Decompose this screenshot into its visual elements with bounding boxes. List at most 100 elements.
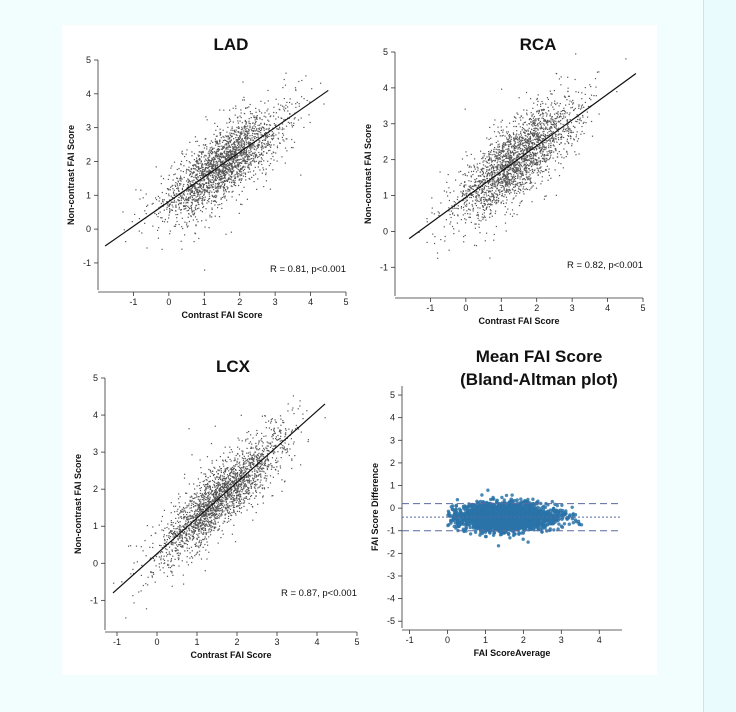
data-point xyxy=(231,136,233,138)
data-point xyxy=(536,139,539,141)
data-point xyxy=(258,145,260,147)
data-point xyxy=(568,132,570,134)
data-point xyxy=(206,161,209,163)
data-point xyxy=(198,194,200,196)
data-point xyxy=(527,149,529,151)
data-point xyxy=(505,144,507,146)
data-point xyxy=(507,176,509,178)
data-point xyxy=(207,178,209,180)
data-point xyxy=(480,199,482,201)
data-point xyxy=(552,119,554,121)
data-point xyxy=(140,189,142,191)
data-point xyxy=(207,175,209,177)
data-point xyxy=(281,156,283,158)
data-point xyxy=(181,546,183,548)
data-point xyxy=(181,150,183,152)
data-point xyxy=(549,121,551,123)
data-point xyxy=(229,171,231,173)
data-point xyxy=(230,140,232,142)
data-point xyxy=(542,113,545,115)
data-point xyxy=(616,91,618,93)
data-point xyxy=(181,545,183,547)
data-point xyxy=(558,133,560,135)
data-point xyxy=(520,140,522,142)
data-point xyxy=(512,160,514,162)
data-point xyxy=(490,157,492,159)
data-point xyxy=(537,174,539,176)
data-point xyxy=(502,173,504,175)
data-point xyxy=(238,212,240,214)
data-point xyxy=(532,148,534,151)
data-point xyxy=(487,203,489,205)
data-point xyxy=(521,139,523,141)
data-point xyxy=(541,176,543,178)
data-point xyxy=(476,214,478,216)
data-point xyxy=(465,184,467,186)
data-point xyxy=(201,163,203,165)
data-point xyxy=(483,168,485,170)
data-point xyxy=(199,184,201,186)
x-tick-label: 3 xyxy=(570,303,575,313)
data-point xyxy=(542,142,544,144)
data-point xyxy=(217,162,219,164)
data-point xyxy=(528,145,530,148)
data-point xyxy=(295,103,297,105)
data-point xyxy=(488,198,490,200)
data-point xyxy=(496,169,498,171)
data-point xyxy=(551,150,553,152)
data-point xyxy=(500,162,502,164)
data-point xyxy=(272,127,274,129)
data-point xyxy=(257,443,260,445)
data-point xyxy=(497,158,499,160)
data-point xyxy=(235,107,237,110)
data-point xyxy=(536,164,538,166)
data-point xyxy=(208,156,210,158)
data-point xyxy=(260,157,262,159)
data-point xyxy=(190,195,192,197)
data-point xyxy=(194,187,196,190)
data-point xyxy=(480,181,482,183)
data-point xyxy=(263,142,265,145)
data-point xyxy=(257,475,259,477)
data-point xyxy=(506,131,508,133)
data-point xyxy=(179,179,181,181)
data-point xyxy=(206,182,208,184)
data-point xyxy=(270,146,272,148)
data-point xyxy=(541,142,543,144)
data-point xyxy=(240,143,242,145)
data-point xyxy=(489,175,491,177)
data-point xyxy=(475,196,477,198)
data-point xyxy=(237,164,239,166)
data-point xyxy=(516,169,518,171)
data-point xyxy=(276,160,278,162)
data-point xyxy=(279,142,281,144)
data-point xyxy=(517,162,519,164)
data-point xyxy=(532,170,534,172)
data-point xyxy=(268,128,270,130)
data-point xyxy=(520,131,522,133)
data-point xyxy=(210,179,212,181)
data-point xyxy=(570,122,573,124)
data-point xyxy=(545,142,547,144)
data-point xyxy=(555,124,557,126)
data-point xyxy=(201,170,203,172)
data-point xyxy=(284,162,286,164)
data-point xyxy=(222,182,224,184)
data-point xyxy=(508,149,510,151)
data-point xyxy=(550,123,552,125)
data-point xyxy=(494,181,496,183)
data-point xyxy=(556,117,558,119)
data-point xyxy=(497,155,499,157)
data-point xyxy=(261,126,263,128)
data-point xyxy=(273,132,275,134)
data-point xyxy=(200,156,202,158)
data-point xyxy=(510,161,512,163)
data-point xyxy=(210,150,212,152)
data-point xyxy=(539,122,541,124)
data-point xyxy=(502,134,504,136)
data-point xyxy=(183,176,185,179)
data-point xyxy=(273,106,275,108)
data-point xyxy=(541,117,543,119)
data-point xyxy=(275,112,277,114)
data-point xyxy=(520,147,522,149)
